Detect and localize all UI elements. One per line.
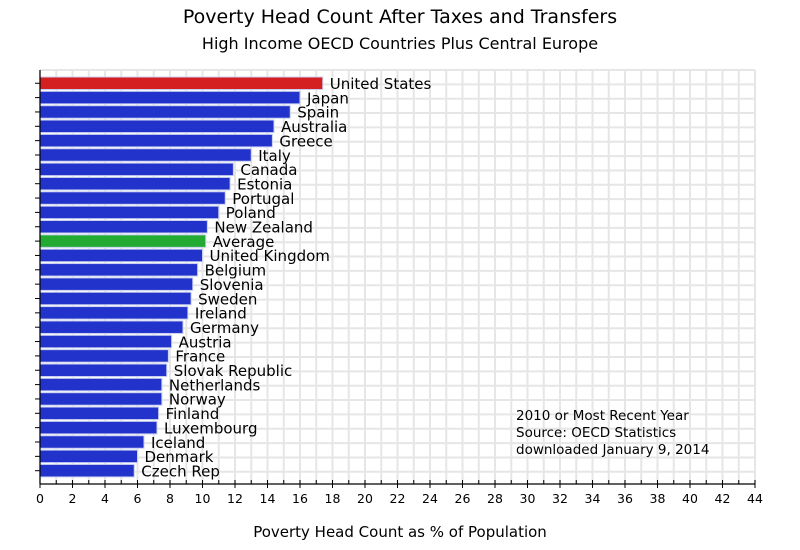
axes: 0 2 4 6 8 10 12 14 16 18 20 22 24 26 28 30 32 34 36 38 40 42 4… <box>35 70 763 506</box>
bar-label-norway: Norway <box>169 391 226 409</box>
bar-belgium <box>39 263 199 277</box>
annotation-line-downloaded: downloaded January 9, 2014 <box>516 442 710 458</box>
bar-denmark <box>39 449 138 464</box>
bar-label-austria: Austria <box>179 333 232 351</box>
bar-finland <box>39 406 160 421</box>
bar-label-average: Average <box>213 233 275 251</box>
bar-united-states <box>39 76 324 90</box>
bar-norway <box>39 392 163 406</box>
bar-label-iceland: Iceland <box>151 434 205 452</box>
bar-netherlands <box>39 377 163 392</box>
x-tick-label: 2 <box>69 491 77 506</box>
bar-label-canada: Canada <box>240 161 297 179</box>
bar-greece <box>39 133 273 148</box>
x-tick-label: 42 <box>715 491 731 506</box>
bar-label-slovak-republic: Slovak Republic <box>174 362 293 380</box>
bar-estonia <box>39 176 231 191</box>
bar-germany <box>39 320 184 334</box>
bar-slovak-republic <box>39 363 168 377</box>
x-tick-label: 12 <box>227 491 243 506</box>
bar-label-estonia: Estonia <box>237 175 292 193</box>
bar-average <box>39 234 207 248</box>
bars <box>39 76 324 478</box>
bar-label-portugal: Portugal <box>232 190 294 208</box>
x-tick-label: 18 <box>325 491 341 506</box>
bar-united-kingdom <box>39 248 203 263</box>
x-tick-label: 24 <box>422 491 438 506</box>
bar-slovenia <box>39 277 194 291</box>
bar-spain <box>39 105 291 119</box>
x-tick-label: 38 <box>650 491 666 506</box>
bar-label-united-kingdom: United Kingdom <box>210 247 330 265</box>
bar-portugal <box>39 191 226 205</box>
x-tick-label: 44 <box>747 491 763 506</box>
x-tick-label: 6 <box>134 491 142 506</box>
x-tick-label: 36 <box>617 491 633 506</box>
bar-label-united-states: United States <box>330 75 432 93</box>
bar-label-slovenia: Slovenia <box>200 276 264 294</box>
bar-czech-rep <box>39 463 135 478</box>
bar-label-finland: Finland <box>166 405 220 423</box>
bar-new-zealand <box>39 220 208 234</box>
x-tick-label: 28 <box>487 491 503 506</box>
bar-australia <box>39 119 275 134</box>
bar-italy <box>39 148 252 162</box>
chart-annotation: 2010 or Most Recent Year Source: OECD St… <box>516 408 709 459</box>
chart-subtitle: High Income OECD Countries Plus Central … <box>201 34 599 53</box>
bar-iceland <box>39 435 145 449</box>
x-tick-label: 26 <box>455 491 471 506</box>
bar-france <box>39 349 169 363</box>
x-tick-label: 14 <box>260 491 276 506</box>
bar-label-italy: Italy <box>258 147 291 165</box>
bar-label-luxembourg: Luxembourg <box>164 419 258 437</box>
bar-luxembourg <box>39 420 158 435</box>
x-tick-label: 4 <box>101 491 109 506</box>
bar-label-czech-rep: Czech Rep <box>141 462 220 480</box>
bar-poland <box>39 205 220 220</box>
bar-label-sweden: Sweden <box>198 290 257 308</box>
bar-label-denmark: Denmark <box>145 448 214 466</box>
x-tick-label: 32 <box>552 491 568 506</box>
x-tick-label: 22 <box>390 491 406 506</box>
x-axis-label: Poverty Head Count as % of Population <box>253 523 547 541</box>
bar-ireland <box>39 306 189 320</box>
x-tick-label: 16 <box>292 491 308 506</box>
bar-label-australia: Australia <box>281 118 347 136</box>
bar-austria <box>39 334 173 349</box>
bar-label-germany: Germany <box>190 319 259 337</box>
annotation-line-year: 2010 or Most Recent Year <box>516 408 689 424</box>
bar-label-spain: Spain <box>297 104 339 122</box>
x-tick-label: 10 <box>195 491 211 506</box>
bar-label-new-zealand: New Zealand <box>214 219 313 237</box>
bar-label-ireland: Ireland <box>195 305 247 323</box>
bar-labels: United StatesJapanSpainAustraliaGreeceIt… <box>141 75 431 480</box>
annotation-line-source: Source: OECD Statistics <box>516 425 677 441</box>
bar-label-japan: Japan <box>306 89 349 107</box>
bar-label-greece: Greece <box>279 132 332 150</box>
x-tick-label: 0 <box>36 491 44 506</box>
bar-japan <box>39 90 301 105</box>
bar-label-france: France <box>175 348 225 366</box>
bar-label-poland: Poland <box>226 204 276 222</box>
x-tick-label: 30 <box>520 491 536 506</box>
x-tick-label: 40 <box>682 491 698 506</box>
bar-label-netherlands: Netherlands <box>169 376 261 394</box>
x-tick-label: 8 <box>166 491 174 506</box>
bar-label-belgium: Belgium <box>205 262 267 280</box>
chart-title: Poverty Head Count After Taxes and Trans… <box>182 6 618 28</box>
bar-canada <box>39 162 234 177</box>
x-tick-label: 34 <box>585 491 601 506</box>
bar-sweden <box>39 291 192 306</box>
x-tick-label: 20 <box>357 491 373 506</box>
